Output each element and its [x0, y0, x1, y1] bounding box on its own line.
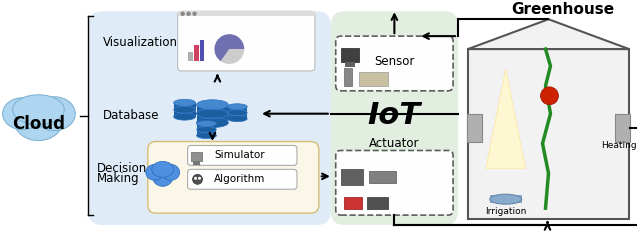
Circle shape — [193, 12, 196, 15]
Text: Database: Database — [103, 109, 159, 122]
Ellipse shape — [3, 98, 42, 130]
Bar — [188, 52, 193, 61]
Bar — [344, 68, 351, 86]
Ellipse shape — [152, 161, 173, 177]
FancyBboxPatch shape — [148, 141, 319, 213]
Ellipse shape — [173, 113, 196, 120]
FancyBboxPatch shape — [188, 145, 297, 165]
Bar — [227, 107, 247, 119]
Text: Cloud: Cloud — [12, 115, 65, 133]
Ellipse shape — [153, 168, 173, 186]
Text: Algorithm: Algorithm — [214, 174, 265, 184]
Bar — [178, 11, 315, 16]
Ellipse shape — [196, 118, 228, 128]
Ellipse shape — [196, 100, 228, 110]
FancyBboxPatch shape — [88, 11, 331, 225]
Ellipse shape — [13, 95, 64, 125]
Bar — [340, 48, 358, 62]
Ellipse shape — [162, 164, 180, 180]
Circle shape — [541, 87, 559, 105]
Bar — [345, 62, 355, 67]
Text: Visualization: Visualization — [103, 36, 178, 49]
Text: Decision: Decision — [97, 162, 147, 175]
FancyBboxPatch shape — [178, 11, 315, 71]
Text: Irrigation: Irrigation — [485, 207, 527, 216]
Ellipse shape — [196, 121, 216, 127]
Bar — [467, 114, 482, 141]
FancyBboxPatch shape — [336, 36, 453, 91]
FancyBboxPatch shape — [188, 169, 297, 189]
Ellipse shape — [227, 104, 247, 110]
Ellipse shape — [15, 103, 62, 140]
Polygon shape — [468, 19, 629, 49]
Bar — [193, 161, 200, 165]
Polygon shape — [486, 69, 525, 168]
Bar — [344, 197, 362, 209]
Bar — [196, 124, 216, 136]
Ellipse shape — [146, 164, 164, 180]
Text: Actuator: Actuator — [369, 137, 420, 150]
Ellipse shape — [33, 97, 76, 130]
Bar — [173, 103, 196, 117]
Circle shape — [187, 12, 190, 15]
Bar — [200, 40, 205, 61]
Text: IoT: IoT — [368, 101, 421, 130]
Bar — [490, 195, 522, 203]
Ellipse shape — [173, 99, 196, 106]
Wedge shape — [221, 49, 244, 64]
Bar — [367, 197, 388, 209]
FancyBboxPatch shape — [336, 151, 453, 215]
Ellipse shape — [490, 194, 522, 204]
Bar — [468, 49, 629, 219]
Bar — [191, 152, 202, 161]
Circle shape — [193, 174, 202, 184]
Bar — [358, 72, 388, 86]
Circle shape — [194, 177, 197, 180]
Ellipse shape — [196, 133, 216, 139]
Circle shape — [198, 177, 201, 180]
Bar — [615, 114, 630, 141]
Circle shape — [181, 12, 184, 15]
Bar — [340, 169, 363, 185]
Text: Heating: Heating — [601, 141, 637, 150]
Ellipse shape — [227, 116, 247, 122]
Text: Making: Making — [97, 172, 140, 185]
Text: Greenhouse: Greenhouse — [511, 2, 614, 17]
Wedge shape — [214, 34, 244, 61]
Bar — [369, 171, 396, 183]
Bar — [193, 45, 198, 61]
Bar — [196, 105, 228, 123]
FancyBboxPatch shape — [331, 11, 458, 225]
Text: Simulator: Simulator — [214, 151, 264, 161]
Text: Sensor: Sensor — [374, 55, 415, 69]
